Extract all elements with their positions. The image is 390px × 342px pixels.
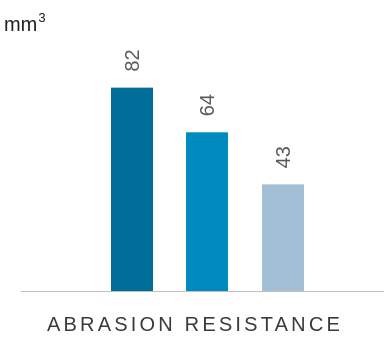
data-label-1: 82 bbox=[122, 49, 144, 71]
bar-2 bbox=[186, 132, 228, 291]
data-label-3: 43 bbox=[273, 146, 295, 168]
data-labels-layer: 82 64 43 bbox=[122, 49, 295, 168]
data-label-2: 64 bbox=[197, 94, 219, 116]
bar-3 bbox=[262, 184, 304, 291]
unit-exponent: 3 bbox=[38, 10, 46, 25]
bar-1 bbox=[111, 87, 153, 291]
bars-layer bbox=[111, 87, 304, 291]
unit-label: mm3 bbox=[4, 10, 46, 37]
x-axis-title: ABRASION RESISTANCE bbox=[46, 314, 344, 336]
unit-base: mm bbox=[4, 14, 38, 36]
